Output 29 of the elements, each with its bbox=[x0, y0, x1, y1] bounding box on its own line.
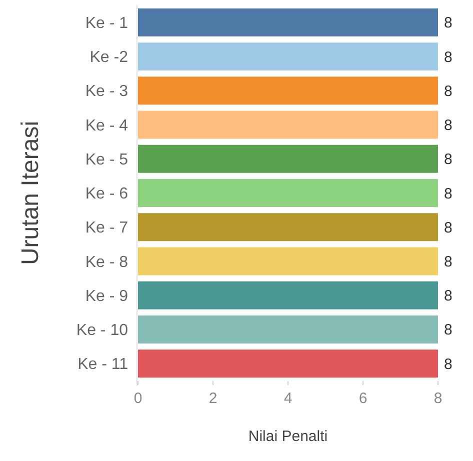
y-axis-title: Urutan Iterasi bbox=[17, 120, 44, 266]
data-label: 8 bbox=[444, 253, 452, 270]
data-label: 8 bbox=[444, 151, 452, 168]
data-label: 8 bbox=[444, 322, 452, 339]
x-tick-label: 8 bbox=[434, 390, 442, 407]
data-label: 8 bbox=[444, 219, 452, 236]
y-tick-label: Ke - 6 bbox=[85, 186, 128, 203]
y-tick-label: Ke - 3 bbox=[85, 83, 128, 100]
data-label: 8 bbox=[444, 82, 452, 100]
y-tick-label: Ke -2 bbox=[90, 49, 128, 66]
data-label: 8 bbox=[444, 356, 452, 373]
y-tick-label: Ke - 4 bbox=[85, 117, 128, 134]
x-tick-label: 0 bbox=[134, 390, 142, 407]
y-tick-label: Ke - 5 bbox=[85, 151, 128, 168]
data-label: 8 bbox=[444, 48, 452, 66]
data-label: 8 bbox=[444, 117, 452, 134]
y-tick-label: Ke - 7 bbox=[85, 220, 128, 237]
x-tick-label: 2 bbox=[208, 390, 218, 407]
data-label: 8 bbox=[444, 14, 452, 32]
x-tick-label: 6 bbox=[358, 390, 368, 407]
y-tick-label: Ke - 11 bbox=[78, 356, 128, 374]
y-tick-label: Ke - 10 bbox=[76, 322, 128, 340]
data-label: 8 bbox=[444, 288, 452, 305]
x-tick-label: 4 bbox=[284, 390, 292, 407]
y-tick-label: Ke - 1 bbox=[85, 15, 128, 32]
y-tick-label: Ke - 8 bbox=[85, 254, 128, 271]
y-tick-label: Ke - 9 bbox=[85, 288, 128, 305]
data-label: 8 bbox=[444, 185, 452, 202]
x-axis-title: Nilai Penalti bbox=[248, 428, 328, 445]
